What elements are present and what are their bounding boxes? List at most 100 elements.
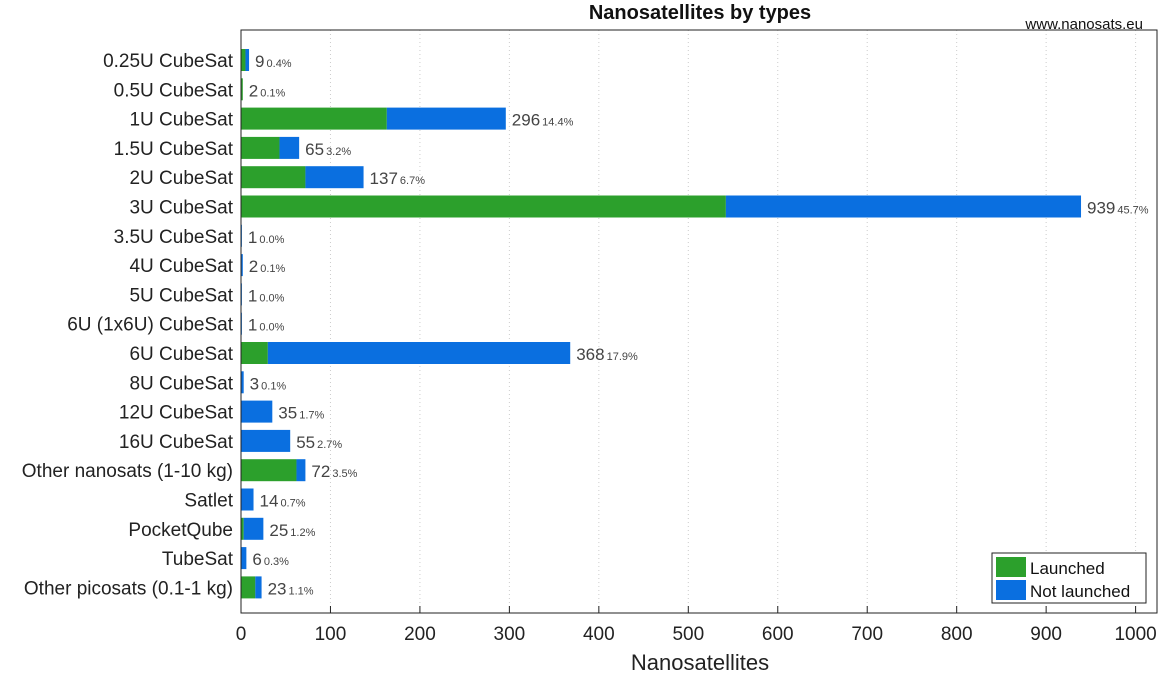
x-tick-label: 600 — [762, 624, 794, 645]
category-label: Satlet — [184, 491, 233, 512]
bar-not-launched — [241, 371, 244, 394]
category-label: PocketQube — [128, 520, 233, 541]
x-tick-label: 500 — [672, 624, 704, 645]
x-tick-label: 800 — [941, 624, 973, 645]
percent-value: 0.0% — [259, 322, 284, 334]
percent-value: 0.1% — [260, 263, 285, 275]
value-label: 3 0.1% — [250, 374, 287, 393]
total-value: 939 — [1087, 199, 1115, 218]
bar-launched — [241, 107, 387, 130]
percent-value: 2.7% — [317, 439, 342, 451]
category-label: 0.5U CubeSat — [114, 80, 234, 101]
bar-not-launched — [296, 459, 306, 482]
x-tick-label: 200 — [404, 624, 436, 645]
bar-not-launched — [241, 547, 247, 570]
value-label: 296 14.4% — [512, 111, 574, 130]
bar-not-launched — [305, 166, 364, 189]
bar-not-launched — [386, 107, 506, 130]
source-label: www.nanosats.eu — [1024, 16, 1143, 33]
value-label: 14 0.7% — [260, 492, 306, 511]
total-value: 9 — [255, 52, 264, 71]
total-value: 2 — [249, 257, 258, 276]
bar-not-launched — [241, 429, 291, 452]
value-label: 25 1.2% — [269, 521, 315, 540]
value-label: 368 17.9% — [576, 345, 638, 364]
category-label: 0.25U CubeSat — [103, 51, 234, 72]
percent-value: 1.2% — [290, 527, 315, 539]
total-value: 137 — [370, 169, 398, 188]
legend-label-not-launched: Not launched — [1030, 582, 1130, 601]
value-label: 2 0.1% — [249, 81, 286, 100]
plot-frame — [240, 29, 1158, 614]
category-label: 3.5U CubeSat — [114, 227, 234, 248]
category-label: 4U CubeSat — [129, 256, 233, 277]
value-label: 72 3.5% — [311, 462, 357, 481]
bar-launched — [241, 342, 268, 364]
bar-not-launched — [267, 342, 571, 364]
x-tick-label: 700 — [851, 624, 883, 645]
category-label: 2U CubeSat — [129, 168, 233, 189]
x-tick-label: 100 — [315, 624, 347, 645]
value-label: 6 0.3% — [252, 550, 289, 569]
percent-value: 17.9% — [607, 351, 638, 363]
category-label: 3U CubeSat — [129, 198, 233, 219]
total-value: 1 — [248, 316, 257, 335]
percent-value: 0.3% — [264, 556, 289, 568]
bar-launched — [241, 195, 726, 218]
category-label: TubeSat — [162, 549, 234, 570]
percent-value: 3.5% — [332, 468, 357, 480]
category-label: Other picosats (0.1-1 kg) — [24, 578, 233, 599]
bar-launched — [241, 459, 297, 482]
legend-label-launched: Launched — [1030, 559, 1105, 578]
total-value: 65 — [305, 140, 324, 159]
percent-value: 6.7% — [400, 175, 425, 187]
bar-not-launched — [241, 400, 273, 423]
category-label: Other nanosats (1-10 kg) — [22, 461, 233, 482]
bar-launched — [241, 517, 244, 540]
bar-not-launched — [725, 195, 1082, 218]
percent-value: 1.7% — [299, 410, 324, 422]
bar-not-launched — [241, 254, 243, 277]
bar-not-launched — [243, 517, 264, 540]
category-label: 1.5U CubeSat — [114, 139, 234, 160]
total-value: 72 — [311, 462, 330, 481]
bar-launched — [241, 78, 243, 101]
value-label: 1 0.0% — [248, 228, 285, 247]
x-tick-label: 900 — [1030, 624, 1062, 645]
bar-not-launched — [241, 488, 254, 511]
chart-title: Nanosatellites by types — [589, 2, 811, 24]
category-label: 5U CubeSat — [129, 285, 233, 306]
total-value: 296 — [512, 111, 540, 130]
total-value: 6 — [252, 550, 261, 569]
legend-swatch-launched — [996, 557, 1026, 577]
total-value: 14 — [260, 492, 279, 511]
x-axis-label: Nanosatellites — [631, 650, 769, 674]
bar-not-launched — [255, 576, 262, 599]
value-label: 137 6.7% — [370, 169, 426, 188]
value-label: 35 1.7% — [278, 404, 324, 423]
value-label: 65 3.2% — [305, 140, 351, 159]
percent-value: 0.4% — [267, 58, 292, 70]
category-label: 16U CubeSat — [119, 432, 234, 453]
value-label: 23 1.1% — [268, 579, 314, 598]
total-value: 1 — [248, 286, 257, 305]
value-label: 939 45.7% — [1087, 199, 1149, 218]
bar-launched — [241, 166, 306, 189]
category-label: 8U CubeSat — [129, 373, 233, 394]
x-tick-label: 0 — [236, 624, 247, 645]
x-tick-label: 1000 — [1114, 624, 1156, 645]
x-tick-label: 400 — [583, 624, 615, 645]
legend-swatch-not-launched — [996, 580, 1026, 600]
total-value: 55 — [296, 433, 315, 452]
value-label: 2 0.1% — [249, 257, 286, 276]
category-label: 12U CubeSat — [119, 403, 234, 424]
bar-launched — [241, 136, 280, 159]
category-label: 1U CubeSat — [129, 110, 233, 131]
total-value: 2 — [249, 81, 258, 100]
percent-value: 0.0% — [259, 234, 284, 246]
percent-value: 45.7% — [1117, 205, 1148, 217]
total-value: 3 — [250, 374, 259, 393]
legend: Launched Not launched — [991, 552, 1147, 604]
value-label: 1 0.0% — [248, 316, 285, 335]
